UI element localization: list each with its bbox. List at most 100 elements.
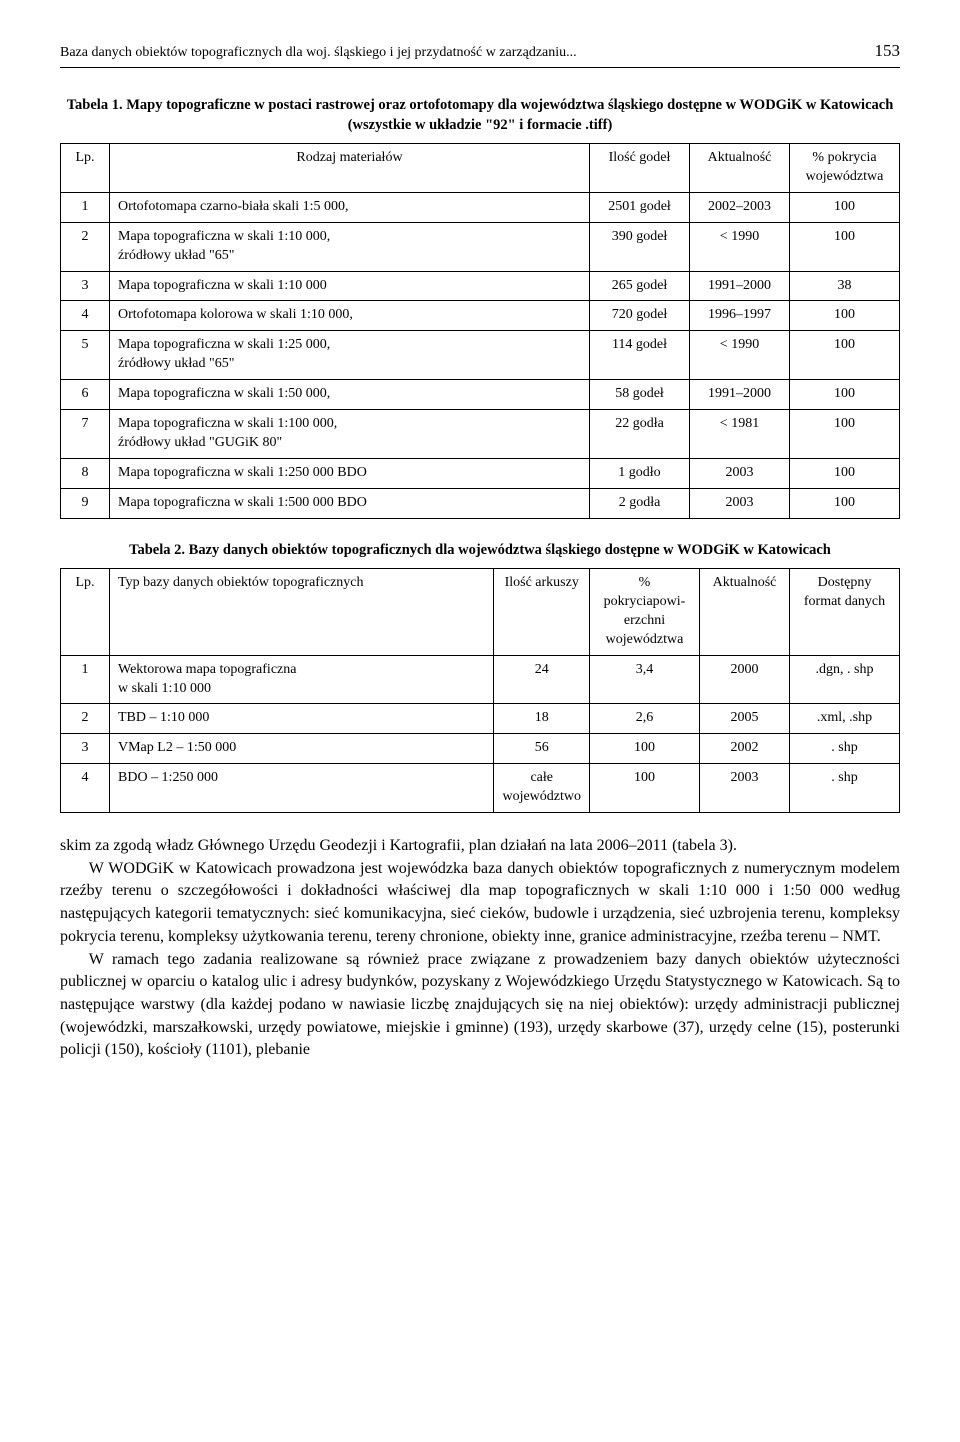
table-cell: 2501 godeł <box>590 192 690 222</box>
table-cell: 2 godła <box>590 488 690 518</box>
table-cell: 1 <box>61 655 110 704</box>
table-cell: 100 <box>790 331 900 380</box>
table-row: 8Mapa topograficzna w skali 1:250 000 BD… <box>61 458 900 488</box>
table-cell: 3,4 <box>590 655 700 704</box>
table-cell: Mapa topograficzna w skali 1:50 000, <box>110 380 590 410</box>
table-cell: Mapa topograficzna w skali 1:250 000 BDO <box>110 458 590 488</box>
table-cell: 2,6 <box>590 704 700 734</box>
table-cell: Mapa topograficzna w skali 1:25 000,źród… <box>110 331 590 380</box>
body-text: skim za zgodą władz Głównego Urzędu Geod… <box>60 835 900 1062</box>
body-paragraph-1: skim za zgodą władz Głównego Urzędu Geod… <box>60 835 900 858</box>
table-cell: 100 <box>790 458 900 488</box>
table-row: 4BDO – 1:250 000całe województwo1002003.… <box>61 764 900 813</box>
table1-caption: Tabela 1. Mapy topograficzne w postaci r… <box>60 96 900 135</box>
table1-col-rodzaj: Rodzaj materiałów <box>110 144 590 193</box>
table-cell: 100 <box>790 222 900 271</box>
table-cell: 2 <box>61 704 110 734</box>
table-cell: 2005 <box>700 704 790 734</box>
table-cell: 18 <box>494 704 590 734</box>
table1-col-ilosc: Ilość godeł <box>590 144 690 193</box>
table-cell: całe województwo <box>494 764 590 813</box>
body-paragraph-2: W WODGiK w Katowicach prowadzona jest wo… <box>60 858 900 949</box>
table-row: 5Mapa topograficzna w skali 1:25 000,źró… <box>61 331 900 380</box>
table2-col-aktualnosc: Aktualność <box>700 569 790 656</box>
table-row: 7Mapa topograficzna w skali 1:100 000,źr… <box>61 409 900 458</box>
table1: Lp. Rodzaj materiałów Ilość godeł Aktual… <box>60 143 900 518</box>
table-cell: 6 <box>61 380 110 410</box>
table-cell: 9 <box>61 488 110 518</box>
table2-col-typ: Typ bazy danych obiektów topograficznych <box>110 569 494 656</box>
table-cell: 2003 <box>700 764 790 813</box>
table-cell: 2003 <box>690 488 790 518</box>
table-cell: . shp <box>790 764 900 813</box>
table-cell: 265 godeł <box>590 271 690 301</box>
table-cell: 114 godeł <box>590 331 690 380</box>
table-cell: 100 <box>790 409 900 458</box>
table-cell: < 1981 <box>690 409 790 458</box>
table-cell: 100 <box>790 488 900 518</box>
table-cell: Mapa topograficzna w skali 1:10 000 <box>110 271 590 301</box>
running-title: Baza danych obiektów topograficznych dla… <box>60 44 850 63</box>
table-cell: < 1990 <box>690 331 790 380</box>
table-cell: 720 godeł <box>590 301 690 331</box>
table1-col-pokrycia: % pokrycia województwa <box>790 144 900 193</box>
table-cell: 1996–1997 <box>690 301 790 331</box>
table-cell: 3 <box>61 734 110 764</box>
table-row: 2Mapa topograficzna w skali 1:10 000,źró… <box>61 222 900 271</box>
table-cell: BDO – 1:250 000 <box>110 764 494 813</box>
table-cell: 8 <box>61 458 110 488</box>
table-cell: 3 <box>61 271 110 301</box>
table-cell: Mapa topograficzna w skali 1:100 000,źró… <box>110 409 590 458</box>
table-cell: 4 <box>61 301 110 331</box>
table-row: 1Ortofotomapa czarno-biała skali 1:5 000… <box>61 192 900 222</box>
table-cell: 7 <box>61 409 110 458</box>
body-paragraph-3: W ramach tego zadania realizowane są rów… <box>60 949 900 1063</box>
table2-col-pokrycia: % pokryciapowi-erzchni województwa <box>590 569 700 656</box>
table2-col-arkuszy: Ilość arkuszy <box>494 569 590 656</box>
table-cell: 2003 <box>690 458 790 488</box>
table-cell: TBD – 1:10 000 <box>110 704 494 734</box>
table-cell: 100 <box>590 764 700 813</box>
table-cell: 1991–2000 <box>690 380 790 410</box>
table-row: 3VMap L2 – 1:50 000561002002. shp <box>61 734 900 764</box>
page-header: Baza danych obiektów topograficznych dla… <box>60 40 900 68</box>
table-cell: 1 <box>61 192 110 222</box>
table-cell: 1 godło <box>590 458 690 488</box>
table2-header-row: Lp. Typ bazy danych obiektów topograficz… <box>61 569 900 656</box>
table2: Lp. Typ bazy danych obiektów topograficz… <box>60 568 900 813</box>
table-cell: 390 godeł <box>590 222 690 271</box>
table-cell: 100 <box>790 301 900 331</box>
table-cell: .dgn, . shp <box>790 655 900 704</box>
table-cell: 2000 <box>700 655 790 704</box>
table1-col-lp: Lp. <box>61 144 110 193</box>
table-row: 4Ortofotomapa kolorowa w skali 1:10 000,… <box>61 301 900 331</box>
table-cell: Ortofotomapa kolorowa w skali 1:10 000, <box>110 301 590 331</box>
table-row: 2TBD – 1:10 000182,62005.xml, .shp <box>61 704 900 734</box>
table-cell: 58 godeł <box>590 380 690 410</box>
table-cell: . shp <box>790 734 900 764</box>
table-cell: 1991–2000 <box>690 271 790 301</box>
table-cell: Ortofotomapa czarno-biała skali 1:5 000, <box>110 192 590 222</box>
table-cell: Wektorowa mapa topograficznaw skali 1:10… <box>110 655 494 704</box>
table-cell: Mapa topograficzna w skali 1:500 000 BDO <box>110 488 590 518</box>
table-cell: .xml, .shp <box>790 704 900 734</box>
table2-col-lp: Lp. <box>61 569 110 656</box>
table-cell: 2002 <box>700 734 790 764</box>
table-cell: 56 <box>494 734 590 764</box>
table-cell: 2002–2003 <box>690 192 790 222</box>
table-cell: 24 <box>494 655 590 704</box>
table-row: 6Mapa topograficzna w skali 1:50 000,58 … <box>61 380 900 410</box>
table-cell: Mapa topograficzna w skali 1:10 000,źród… <box>110 222 590 271</box>
table-cell: 100 <box>790 192 900 222</box>
page-number: 153 <box>850 40 900 63</box>
table1-header-row: Lp. Rodzaj materiałów Ilość godeł Aktual… <box>61 144 900 193</box>
table-cell: 5 <box>61 331 110 380</box>
table2-col-format: Dostępny format danych <box>790 569 900 656</box>
table2-caption: Tabela 2. Bazy danych obiektów topografi… <box>60 541 900 561</box>
table-row: 1Wektorowa mapa topograficznaw skali 1:1… <box>61 655 900 704</box>
table-cell: 4 <box>61 764 110 813</box>
table-cell: 100 <box>790 380 900 410</box>
table1-body: 1Ortofotomapa czarno-biała skali 1:5 000… <box>61 192 900 518</box>
table-cell: VMap L2 – 1:50 000 <box>110 734 494 764</box>
table1-col-aktualnosc: Aktualność <box>690 144 790 193</box>
